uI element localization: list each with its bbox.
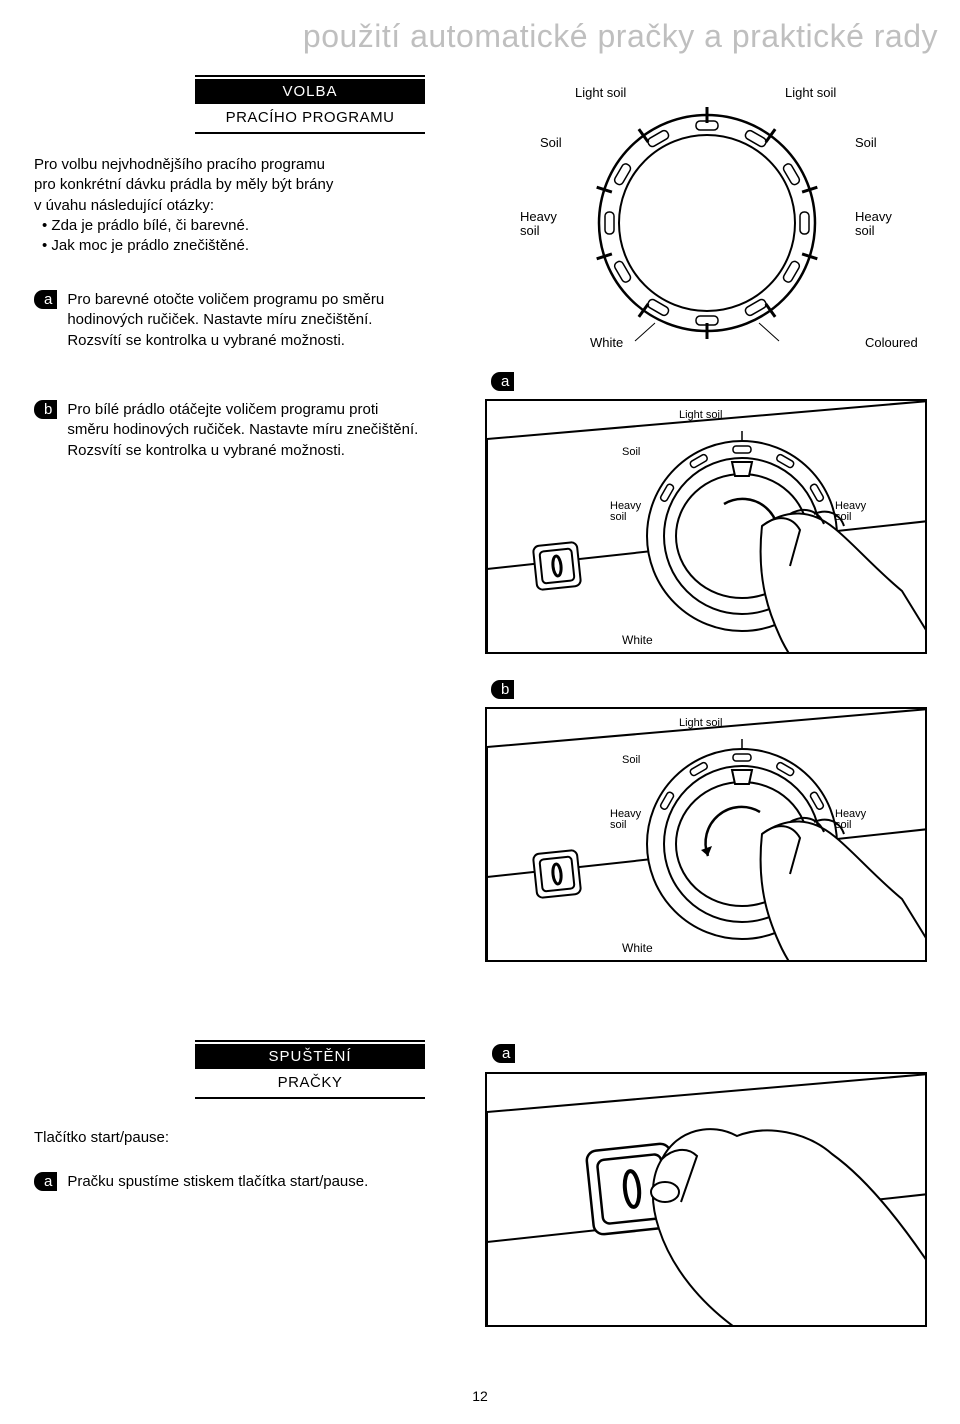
start-diagram xyxy=(485,1072,927,1327)
section2-marker: a xyxy=(492,1044,515,1063)
intro-line2: pro konkrétní dávku prádla by měly být b… xyxy=(34,175,424,195)
section1-subheader: PRACÍHO PROGRAMU xyxy=(195,106,425,132)
diagram-b-marker: b xyxy=(491,680,514,699)
start-svg xyxy=(487,1074,927,1327)
diagram-a-svg xyxy=(487,401,927,654)
db-white: White xyxy=(622,941,653,955)
marker-a: a xyxy=(34,290,57,309)
db-heavy-r: Heavysoil xyxy=(835,809,866,831)
section2-header-wrap: SPUŠTĚNÍ PRAČKY xyxy=(195,1040,425,1099)
db-soil: Soil xyxy=(622,754,640,766)
item-b-row: b Pro bílé prádlo otáčejte voličem progr… xyxy=(34,400,424,461)
db-light: Light soil xyxy=(679,717,722,729)
diagram-b-svg xyxy=(487,709,927,962)
db-heavy-l: Heavysoil xyxy=(610,809,641,831)
diagram-a-marker: a xyxy=(491,372,514,391)
diagram-a-box: Light soil Soil Heavysoil Heavysoil Whit… xyxy=(485,399,927,654)
intro-line3: v úvahu následující otázky: xyxy=(34,196,424,216)
marker-b: b xyxy=(34,400,57,419)
diagram-b-box: Light soil Soil Heavysoil Heavysoil Whit… xyxy=(485,707,927,962)
da-light: Light soil xyxy=(679,409,722,421)
page-number: 12 xyxy=(472,1388,488,1404)
label-light-soil-l: Light soil xyxy=(575,85,626,100)
start-row: a Pračku spustíme stiskem tlačítka start… xyxy=(34,1172,424,1192)
start-text: Pračku spustíme stiskem tlačítka start/p… xyxy=(67,1172,424,1192)
item-a-row: a Pro barevné otočte voličem programu po… xyxy=(34,290,424,351)
start-marker: a xyxy=(34,1172,57,1191)
section2-subheader: PRAČKY xyxy=(195,1071,425,1097)
label-heavy-r: Heavysoil xyxy=(855,210,892,239)
diagram-b-wrap: b xyxy=(485,680,927,962)
diagram-a-wrap: a xyxy=(485,372,927,654)
intro-line1: Pro volbu nejvhodnějšího pracího program… xyxy=(34,155,424,175)
da-heavy-r: Heavysoil xyxy=(835,501,866,523)
section1-header: VOLBA xyxy=(195,79,425,104)
label-heavy-l: Heavysoil xyxy=(520,210,557,239)
label-soil-l: Soil xyxy=(540,135,562,150)
item-a-text: Pro barevné otočte voličem programu po s… xyxy=(67,290,424,351)
intro-bullet2: • Jak moc je prádlo znečištěné. xyxy=(42,236,424,256)
intro-bullet1: • Zda je prádlo bílé, či barevné. xyxy=(42,216,424,236)
item-b-text: Pro bílé prádlo otáčejte voličem program… xyxy=(67,400,424,461)
da-soil: Soil xyxy=(622,446,640,458)
start-label: Tlačítko start/pause: xyxy=(34,1128,169,1148)
intro-block: Pro volbu nejvhodnějšího pracího program… xyxy=(34,155,424,256)
top-dial: Light soil Light soil Soil Soil Heavysoi… xyxy=(485,75,930,355)
section2-header: SPUŠTĚNÍ xyxy=(195,1044,425,1069)
page-title: použití automatické pračky a praktické r… xyxy=(303,18,938,55)
da-heavy-l: Heavysoil xyxy=(610,501,641,523)
label-soil-r: Soil xyxy=(855,135,877,150)
label-light-soil-r: Light soil xyxy=(785,85,836,100)
label-coloured: Coloured xyxy=(865,335,918,350)
da-white: White xyxy=(622,633,653,647)
section1-header-wrap: VOLBA PRACÍHO PROGRAMU xyxy=(195,75,425,134)
label-white: White xyxy=(590,335,623,350)
